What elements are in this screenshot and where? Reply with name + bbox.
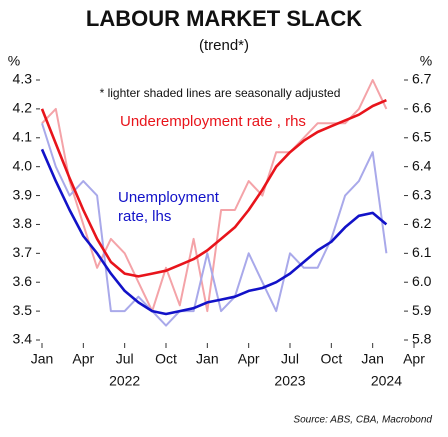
chart-title: LABOUR MARKET SLACK [86,6,362,31]
y2-tick-label: 5.9 [412,302,432,318]
y-tick-label: 3.4 [13,331,33,347]
y-tick-label: 4.0 [13,157,33,173]
source: Source: ABS, CBA, Macrobond [293,415,432,426]
annotation: * lighter shaded lines are seasonally ad… [100,86,341,100]
y-tick-label: 4.3 [13,71,33,87]
y2-tick-label: 6.4 [412,157,432,173]
x-tick-label: Jan [196,351,219,367]
year-label: 2024 [371,373,402,389]
y2-tick-label: 6.6 [412,100,432,116]
series-label: Underemployment rate , rhs [120,113,306,130]
x-tick-label: Jan [361,351,384,367]
series-line [40,99,387,278]
y-tick-label: 3.8 [13,215,33,231]
x-tick-label: Apr [72,351,94,367]
y2-unit: % [420,53,432,69]
y2-tick-label: 6.1 [412,244,432,260]
y2-tick-label: 6.3 [412,186,432,202]
series-line [40,148,388,316]
chart-subtitle: (trend*) [199,37,249,54]
y-tick-label: 3.5 [13,302,33,318]
year-label: 2023 [274,373,305,389]
x-tick-label: Jul [116,351,134,367]
x-tick-label: Apr [403,351,425,367]
x-tick-label: Oct [320,351,342,367]
series-line [41,79,388,313]
y2-tick-label: 5.8 [412,331,432,347]
x-tick-label: Jul [281,351,299,367]
year-label: 2022 [109,373,140,389]
y2-tick-label: 6.2 [412,215,432,231]
x-tick-label: Oct [155,351,177,367]
y-tick-label: 3.7 [13,244,33,260]
y-unit: % [8,53,20,69]
y-tick-label: 4.2 [13,100,33,116]
y2-tick-label: 6.0 [412,273,432,289]
y2-tick-label: 6.5 [412,128,432,144]
y-tick-label: 3.6 [13,273,33,289]
y2-tick-label: 6.7 [412,71,432,87]
y-tick-label: 4.1 [13,128,33,144]
x-tick-label: Jan [31,351,54,367]
x-tick-label: Apr [238,351,260,367]
y-tick-label: 3.9 [13,186,33,202]
series-label: Unemployment rate, lhs [118,189,219,225]
